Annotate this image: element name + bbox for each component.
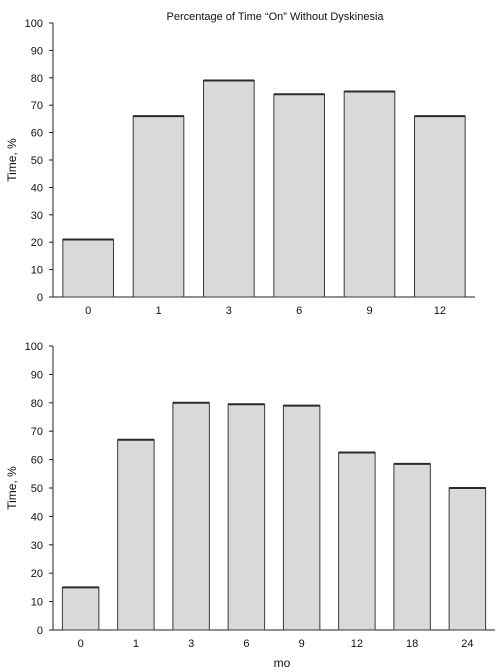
y-tick-label: 60 (31, 128, 43, 140)
x-tick-label: 24 (461, 638, 473, 650)
x-tick-label: 3 (188, 638, 194, 650)
y-tick-label: 60 (31, 455, 43, 467)
y-tick-label: 50 (31, 155, 43, 167)
x-tick-label: 1 (133, 638, 139, 650)
x-tick-label: 6 (296, 305, 302, 317)
bar (343, 91, 396, 298)
y-tick-label: 80 (31, 398, 43, 410)
y-tick-label: 100 (25, 341, 43, 353)
x-tick-label: 9 (366, 305, 372, 317)
bar (62, 238, 114, 298)
y-tick-label: 20 (31, 568, 43, 580)
bar (61, 586, 100, 631)
bar (448, 487, 487, 631)
x-tick-label: 6 (243, 638, 249, 650)
y-tick-label: 50 (31, 483, 43, 495)
bar (338, 452, 376, 631)
y-tick-label: 70 (31, 100, 43, 112)
y-tick-label: 100 (25, 18, 43, 30)
x-tick-label: 12 (351, 638, 363, 650)
y-tick-label: 90 (31, 369, 43, 381)
x-axis-title: mo (274, 656, 291, 670)
y-tick-label: 80 (31, 73, 43, 85)
x-tick-label: 12 (434, 305, 446, 317)
y-tick-label: 30 (31, 210, 43, 222)
y-tick-label: 10 (31, 265, 43, 277)
y-tick-label: 0 (37, 625, 43, 637)
y-tick-label: 10 (31, 597, 43, 609)
x-tick-label: 1 (155, 305, 161, 317)
bar (227, 403, 266, 631)
y-tick-label: 90 (31, 45, 43, 57)
y-axis-title: Time, % (5, 466, 19, 510)
bar (393, 463, 431, 631)
y-axis-title: Time, % (5, 138, 19, 182)
y-tick-label: 30 (31, 540, 43, 552)
bar (282, 405, 321, 631)
x-tick-label: 0 (78, 638, 84, 650)
y-tick-label: 0 (37, 292, 43, 304)
x-tick-label: 0 (85, 305, 91, 317)
bar (203, 80, 255, 298)
top-bar-chart: 0 10 20 30 40 50 60 70 80 90 100 Time, % 0 1 3 6 9 12 (5, 18, 475, 317)
bottom-bar-chart: 0 10 20 30 40 50 60 70 80 90 100 Time, % 0 1 3 6 9 12 18 24 (5, 341, 495, 650)
bar (414, 115, 466, 298)
y-tick-label: 20 (31, 237, 43, 249)
bar (172, 402, 210, 631)
x-tick-label: 9 (299, 638, 305, 650)
bar (117, 439, 155, 631)
x-tick-label: 3 (226, 305, 232, 317)
y-tick-label: 40 (31, 182, 43, 194)
chart-title: Percentage of Time “On” Without Dyskines… (166, 11, 384, 23)
y-tick-label: 70 (31, 426, 43, 438)
x-tick-label: 18 (406, 638, 418, 650)
y-tick-label: 40 (31, 511, 43, 523)
bar (273, 93, 325, 298)
bar (132, 115, 185, 298)
